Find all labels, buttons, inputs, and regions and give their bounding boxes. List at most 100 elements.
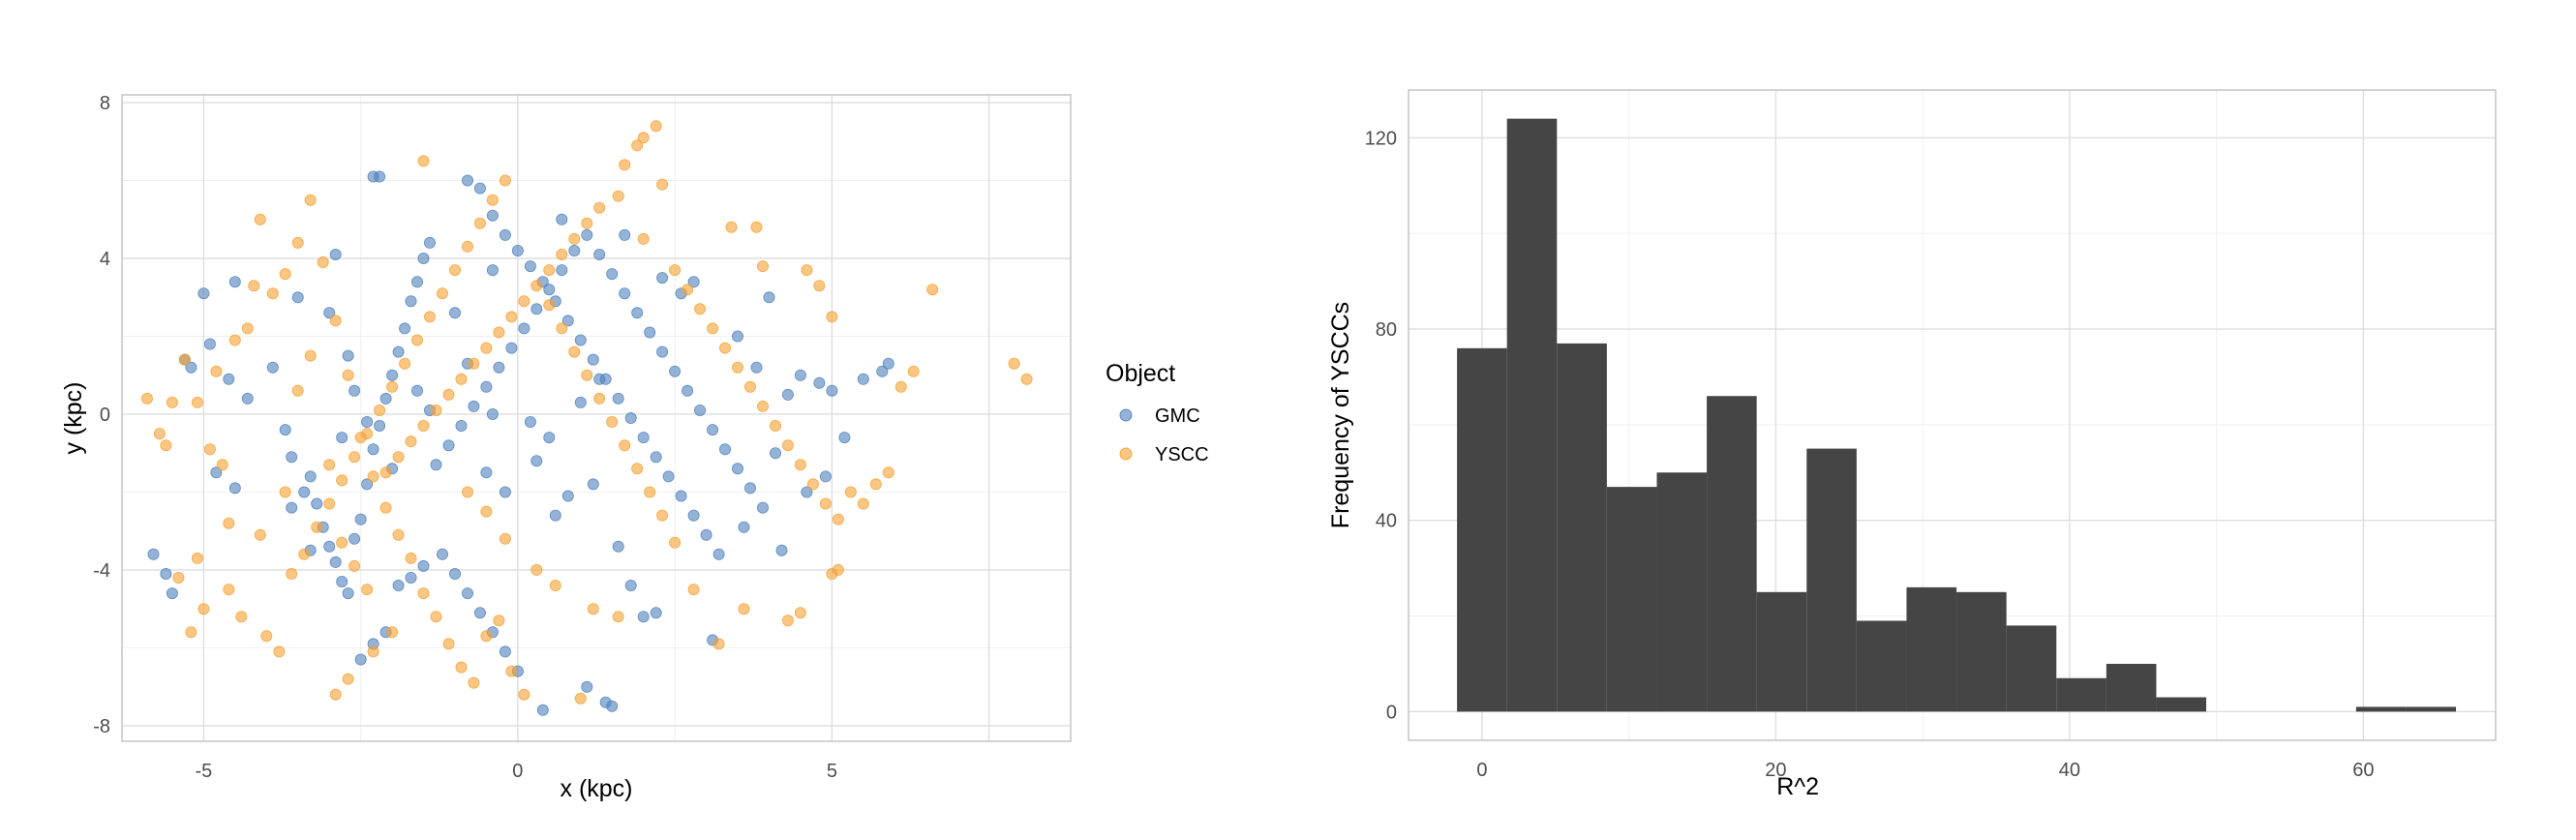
scatter-point-yscc: [480, 505, 493, 518]
scatter-point-yscc: [203, 443, 216, 456]
scatter-point-gmc: [732, 330, 744, 343]
scatter-point-gmc: [329, 555, 342, 568]
scatter-y-tick-label: -4: [93, 560, 110, 582]
scatter-point-gmc: [430, 459, 442, 471]
scatter-point-gmc: [423, 236, 436, 249]
scatter-point-yscc: [423, 311, 436, 323]
histogram-y-tick-label: 0: [1386, 702, 1397, 723]
scatter-point-yscc: [707, 322, 719, 335]
legend-key-gmc: [1119, 408, 1133, 422]
scatter-point-gmc: [448, 568, 461, 581]
scatter-point-gmc: [876, 365, 889, 377]
scatter-point-gmc: [147, 548, 160, 560]
scatter-y-tick-label: -8: [93, 716, 110, 737]
scatter-point-gmc: [556, 264, 568, 277]
histogram-bar: [1756, 591, 1807, 712]
scatter-point-gmc: [549, 509, 561, 522]
scatter-point-yscc: [386, 626, 399, 639]
scatter-point-yscc: [248, 280, 260, 292]
scatter-point-yscc: [468, 676, 480, 689]
scatter-point-gmc: [304, 470, 317, 483]
scatter-point-yscc: [304, 349, 317, 362]
scatter-point-gmc: [593, 373, 606, 385]
scatter-point-gmc: [493, 361, 505, 374]
scatter-point-yscc: [379, 501, 392, 514]
scatter-point-gmc: [637, 611, 650, 623]
scatter-point-gmc: [763, 291, 775, 304]
scatter-point-yscc: [637, 232, 650, 245]
scatter-point-gmc: [266, 361, 279, 374]
scatter-point-gmc: [399, 322, 411, 335]
scatter-point-gmc: [354, 513, 367, 525]
scatter-point-yscc: [650, 120, 662, 133]
scatter-point-yscc: [725, 221, 738, 233]
scatter-point-yscc: [241, 322, 254, 335]
scatter-point-gmc: [581, 680, 593, 693]
scatter-point-yscc: [304, 194, 317, 206]
scatter-point-gmc: [298, 486, 311, 498]
scatter-point-yscc: [336, 536, 349, 549]
scatter-point-gmc: [499, 645, 511, 658]
scatter-point-gmc: [323, 307, 336, 319]
scatter-point-yscc: [637, 132, 650, 144]
scatter-x-tick-label: 0: [512, 761, 523, 782]
scatter-point-gmc: [461, 587, 473, 600]
scatter-point-yscc: [178, 353, 191, 366]
scatter-point-yscc: [291, 236, 304, 249]
scatter-point-gmc: [367, 443, 379, 456]
scatter-point-yscc: [530, 563, 543, 576]
histogram-y-axis-title: Frequency of YSCCs: [1327, 302, 1354, 528]
scatter-x-axis-title: x (kpc): [561, 775, 633, 802]
scatter-point-gmc: [644, 326, 656, 339]
scatter-point-gmc: [524, 260, 536, 273]
scatter-point-yscc: [757, 400, 770, 412]
scatter-point-yscc: [581, 369, 593, 381]
scatter-point-yscc: [436, 287, 448, 300]
scatter-point-gmc: [518, 322, 530, 335]
scatter-point-gmc: [612, 540, 624, 553]
histogram-panel: 0 20 40 60 0 40 80 120 R^2 Frequency of YSCCs: [1327, 89, 2497, 800]
scatter-point-yscc: [405, 552, 417, 564]
scatter-point-yscc: [399, 357, 411, 370]
scatter-point-gmc: [448, 307, 461, 319]
scatter-point-yscc: [549, 580, 561, 592]
scatter-point-gmc: [505, 342, 518, 354]
scatter-point-gmc: [392, 345, 405, 358]
histogram-x-tick-label: 0: [1476, 760, 1487, 781]
scatter-point-yscc: [505, 311, 518, 323]
scatter-point-yscc: [291, 384, 304, 397]
scatter-point-yscc: [581, 217, 593, 229]
scatter-point-yscc: [631, 463, 644, 475]
scatter-point-yscc: [593, 392, 606, 405]
scatter-point-gmc: [530, 303, 543, 315]
scatter-point-gmc: [574, 334, 587, 346]
scatter-point-yscc: [587, 603, 599, 615]
scatter-point-gmc: [581, 228, 593, 241]
scatter-point-yscc: [349, 451, 361, 464]
scatter-point-yscc: [254, 528, 266, 541]
scatter-point-yscc: [153, 428, 166, 440]
histogram-x-ticks: 0 20 40 60: [1476, 760, 2374, 781]
scatter-point-yscc: [279, 486, 291, 498]
scatter-point-gmc: [279, 424, 291, 436]
scatter-point-gmc: [838, 432, 851, 444]
scatter-point-yscc: [606, 415, 619, 428]
scatter-point-gmc: [650, 451, 662, 464]
scatter-point-gmc: [286, 501, 298, 514]
scatter-point-yscc: [417, 419, 430, 432]
scatter-point-yscc: [669, 264, 682, 277]
scatter-point-gmc: [185, 361, 197, 374]
scatter-point-gmc: [631, 307, 644, 319]
scatter-point-yscc: [518, 688, 530, 701]
scatter-point-gmc: [775, 544, 788, 556]
scatter-point-gmc: [480, 466, 493, 479]
histogram-bar: [2106, 663, 2157, 712]
scatter-point-yscc: [844, 486, 857, 498]
scatter-point-gmc: [486, 264, 499, 277]
scatter-point-yscc: [694, 303, 707, 315]
scatter-point-gmc: [166, 587, 178, 600]
scatter-point-gmc: [473, 182, 486, 195]
scatter-point-yscc: [1008, 357, 1020, 370]
